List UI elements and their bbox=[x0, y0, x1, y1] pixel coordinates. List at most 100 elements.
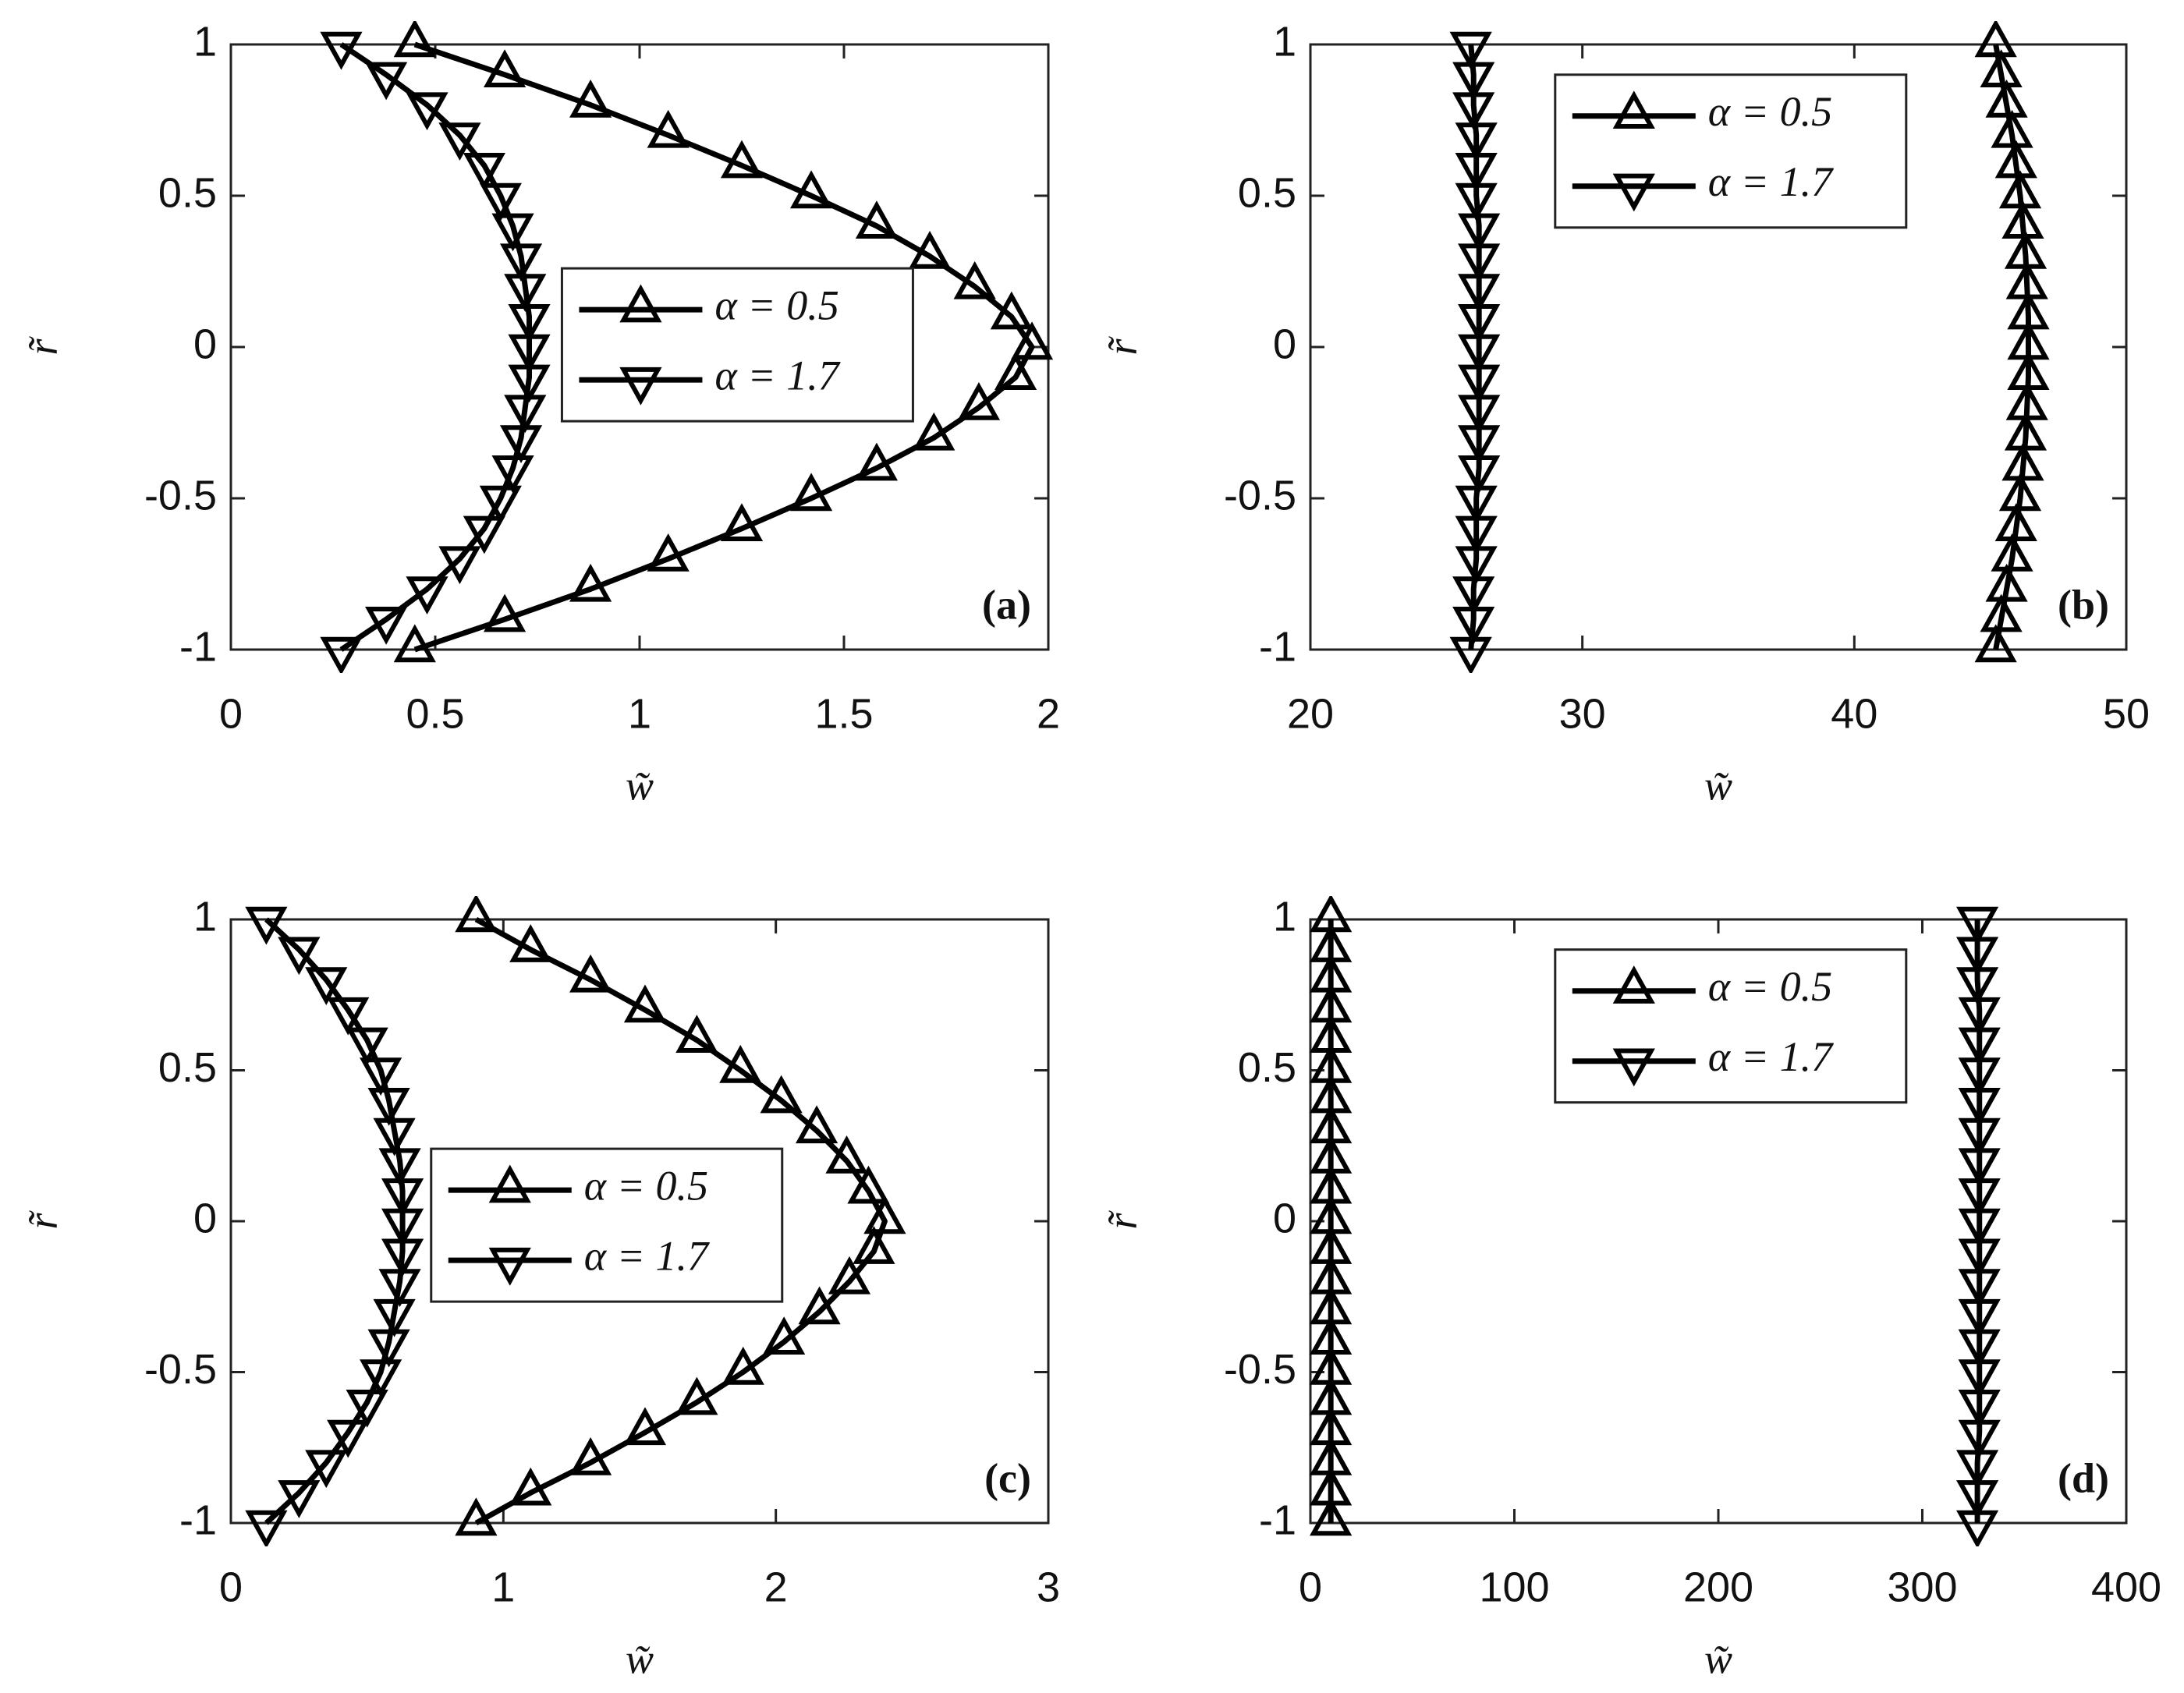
point-marker bbox=[789, 473, 833, 512]
point-marker bbox=[491, 455, 534, 494]
point-marker bbox=[798, 1286, 841, 1325]
point-marker bbox=[373, 1117, 416, 1156]
point-marker bbox=[305, 967, 348, 1005]
legend-label: α = 0.5 bbox=[584, 1163, 708, 1210]
point-marker bbox=[855, 200, 899, 239]
point-marker bbox=[438, 122, 481, 161]
legend: α = 0.5 α = 1.7 bbox=[430, 1147, 784, 1303]
point-marker bbox=[320, 636, 363, 673]
point-marker bbox=[647, 533, 690, 572]
point-marker bbox=[675, 1376, 718, 1415]
point-marker bbox=[1958, 1117, 2001, 1156]
point-marker bbox=[719, 1044, 762, 1083]
point-marker bbox=[320, 31, 363, 70]
point-marker bbox=[438, 546, 481, 585]
panel-label: (c) bbox=[984, 1454, 1031, 1501]
point-marker bbox=[1458, 334, 1501, 373]
point-marker bbox=[1458, 425, 1501, 463]
point-marker bbox=[1985, 80, 2028, 118]
x-tick-label: 40 bbox=[1831, 690, 1877, 737]
legend-box bbox=[560, 267, 914, 423]
point-marker bbox=[1458, 304, 1501, 342]
point-marker bbox=[569, 954, 612, 993]
legend-box bbox=[1554, 948, 1908, 1104]
point-marker bbox=[1958, 1359, 2001, 1398]
y-tick-label: 1 bbox=[193, 18, 217, 65]
point-marker bbox=[1958, 1027, 2001, 1066]
series-line bbox=[339, 42, 533, 652]
x-tick-label: 30 bbox=[1559, 690, 1606, 737]
x-tick-label: 1 bbox=[491, 1564, 515, 1610]
legend-label: α = 1.7 bbox=[714, 352, 840, 399]
point-marker bbox=[722, 1346, 764, 1385]
point-marker bbox=[623, 984, 667, 1023]
y-tick-label: 0.5 bbox=[1238, 169, 1296, 216]
point-marker bbox=[828, 1256, 871, 1295]
point-marker bbox=[360, 1057, 402, 1096]
y-tick-label: -1 bbox=[179, 623, 217, 670]
point-marker bbox=[953, 260, 996, 299]
point-marker bbox=[1958, 1298, 2001, 1337]
point-marker bbox=[278, 937, 321, 976]
x-axis-label: w̃ bbox=[1704, 762, 1732, 809]
x-axis-label: w̃ bbox=[1704, 1635, 1732, 1682]
x-tick-label: 0.5 bbox=[406, 690, 464, 737]
point-marker bbox=[509, 1467, 552, 1506]
point-marker bbox=[1956, 1510, 1999, 1546]
point-marker bbox=[647, 109, 690, 148]
point-marker bbox=[245, 1510, 288, 1546]
point-marker bbox=[327, 1419, 370, 1458]
point-marker bbox=[863, 1195, 906, 1234]
x-tick-label: 2 bbox=[1037, 690, 1060, 737]
point-marker bbox=[483, 593, 526, 632]
plot-area bbox=[1449, 21, 2050, 673]
point-marker bbox=[1958, 1148, 2001, 1187]
point-marker bbox=[1958, 1269, 2001, 1307]
y-tick-label: 0.5 bbox=[158, 1044, 217, 1091]
point-marker bbox=[1956, 967, 1999, 1005]
y-tick-label: -0.5 bbox=[144, 472, 217, 519]
point-marker bbox=[1958, 1329, 2001, 1368]
point-marker bbox=[1449, 636, 1492, 673]
y-tick-label: 1 bbox=[193, 893, 217, 940]
point-marker bbox=[1958, 1178, 2001, 1217]
point-marker bbox=[847, 1165, 890, 1204]
point-marker bbox=[1991, 109, 2033, 148]
point-marker bbox=[825, 1135, 868, 1174]
y-tick-label: 0.5 bbox=[1238, 1044, 1296, 1091]
y-tick-label: 1 bbox=[1273, 893, 1296, 940]
point-marker bbox=[1956, 906, 1999, 945]
panel-label: (d) bbox=[2058, 1454, 2109, 1501]
point-marker bbox=[367, 1088, 410, 1126]
point-marker bbox=[365, 607, 408, 645]
legend-marker bbox=[1612, 1048, 1655, 1087]
point-marker bbox=[994, 352, 1037, 390]
point-marker bbox=[1458, 455, 1501, 494]
y-tick-label: -0.5 bbox=[1224, 472, 1296, 519]
legend-marker bbox=[619, 367, 662, 406]
point-marker bbox=[1455, 153, 1498, 191]
legend-marker bbox=[1612, 173, 1655, 212]
point-marker bbox=[569, 563, 612, 602]
legend-label: α = 0.5 bbox=[1708, 963, 1832, 1010]
point-marker bbox=[1998, 473, 2042, 512]
point-marker bbox=[1985, 563, 2028, 602]
point-marker bbox=[569, 80, 612, 118]
panel-label: (b) bbox=[2058, 581, 2109, 628]
point-marker bbox=[373, 1298, 416, 1337]
point-marker bbox=[1974, 21, 2017, 58]
point-marker bbox=[509, 924, 552, 962]
point-marker bbox=[957, 382, 1001, 420]
x-tick-label: 300 bbox=[1887, 1564, 1957, 1610]
point-marker bbox=[327, 997, 370, 1036]
series-line bbox=[1974, 919, 1983, 1523]
point-marker bbox=[1458, 243, 1501, 282]
x-axis-label: w̃ bbox=[626, 1635, 654, 1682]
point-marker bbox=[360, 1359, 402, 1398]
legend-marker bbox=[619, 284, 662, 323]
y-tick-label: -1 bbox=[1259, 623, 1296, 670]
legend-marker bbox=[1612, 965, 1655, 1004]
point-marker bbox=[1958, 1057, 2001, 1096]
x-tick-label: 3 bbox=[1037, 1564, 1060, 1610]
